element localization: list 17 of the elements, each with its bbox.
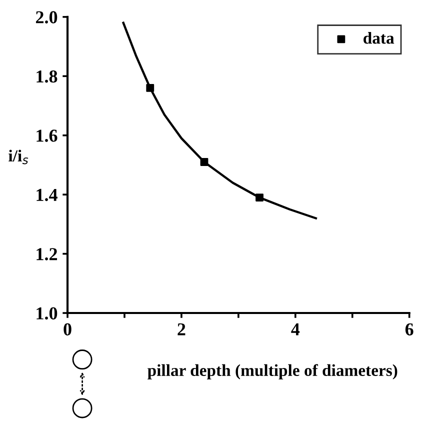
point (146, 84, 154, 92)
line-series (122, 22, 318, 220)
x-tick-label: 2 (178, 323, 186, 336)
point (200, 158, 208, 166)
x-tick-label: 6 (405, 323, 414, 336)
y-axis-title: i/i$_{s}$ (8, 150, 28, 164)
y-tick-label: 1.6 (36, 130, 58, 142)
x-axis-title: pillar depth (multiple of diameters) (148, 364, 398, 380)
y-tick-label: 1.2 (36, 248, 58, 260)
y-tick-label: 1.0 (36, 307, 58, 320)
x-tick-label: 4 (291, 323, 300, 336)
y-tick-label: 2.0 (36, 11, 58, 24)
y-tick-label: 1.4 (36, 188, 58, 202)
y-tick-label: 1.8 (36, 70, 58, 83)
point (256, 194, 264, 202)
legend-label: data (364, 32, 394, 44)
x-tick-label: 0 (64, 323, 72, 336)
